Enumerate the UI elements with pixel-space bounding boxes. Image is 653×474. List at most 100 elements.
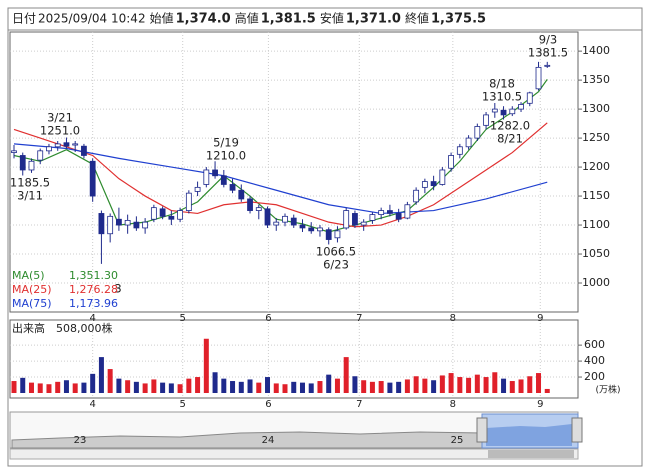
x-tick-label: 6: [265, 313, 271, 324]
volume-bar: [282, 384, 288, 393]
x-tick-label: 4: [89, 399, 95, 410]
volume-bar: [334, 378, 340, 393]
candle-body: [334, 230, 341, 239]
volume-bar: [317, 381, 323, 393]
y-tick-label: 1350: [582, 73, 610, 86]
volume-bar: [544, 388, 550, 393]
candle-body: [413, 189, 420, 203]
volume-bar: [492, 372, 498, 393]
y-tick-label: 1400: [582, 44, 610, 57]
scrollbar[interactable]: [9, 448, 579, 460]
volume-bar: [186, 378, 192, 393]
volume-bar: [203, 338, 209, 393]
annotation: 1381.5: [528, 46, 568, 60]
volume-bar: [273, 383, 279, 393]
legend-label: MA(75): [12, 297, 52, 310]
volume-bar: [518, 379, 524, 393]
candle-body: [63, 142, 70, 147]
volume-unit: (万株): [595, 384, 620, 396]
candle-body: [194, 186, 201, 192]
volume-bar: [72, 383, 78, 393]
header-value: 1,371.0: [346, 12, 401, 27]
header-label: 終値: [405, 11, 429, 26]
y-tick-label: 1150: [582, 189, 610, 202]
volume-title: 出来高 508,000株: [12, 321, 113, 335]
volume-bar: [265, 377, 271, 393]
candle-body: [46, 146, 52, 152]
annotation: 8/18: [489, 77, 515, 91]
volume-bar: [527, 376, 533, 393]
candle-body: [430, 181, 437, 187]
annotation: 3/21: [47, 111, 73, 125]
candle-body: [290, 217, 297, 226]
legend-label: MA(5): [12, 269, 45, 282]
annotation: 1066.5: [316, 245, 356, 259]
candle-body: [159, 208, 166, 217]
candle-body: [395, 213, 402, 220]
volume-bar: [116, 378, 122, 393]
x-tick-label: 7: [356, 313, 362, 324]
candle-body: [255, 207, 262, 211]
legend-value: 1,276.28: [69, 283, 118, 296]
volume-bar: [422, 378, 428, 393]
ma-line: [13, 122, 548, 228]
y-tick-label: 600: [584, 338, 605, 351]
x-tick-label: 5: [180, 399, 186, 410]
y-tick-label: 200: [584, 370, 605, 383]
y-tick-label: 1250: [582, 131, 610, 144]
candle-body: [98, 213, 105, 235]
candle-body: [439, 169, 446, 185]
candle-body: [474, 126, 481, 139]
candle-body: [491, 108, 498, 113]
y-tick-label: 1100: [582, 218, 610, 231]
candle-body: [465, 137, 472, 148]
header-value: 1,381.5: [261, 12, 316, 27]
candle-body: [72, 143, 79, 146]
volume-bar: [168, 383, 174, 393]
candle-body: [299, 224, 306, 229]
volume-bar: [90, 373, 96, 393]
candle-body: [28, 160, 35, 171]
navigator-area: [11, 431, 483, 449]
candle-body: [37, 150, 44, 161]
candle-body: [378, 210, 385, 216]
volume-bar: [448, 373, 454, 393]
volume-bar: [238, 381, 244, 393]
candle-body: [448, 155, 454, 169]
volume-bar: [46, 384, 52, 393]
volume-bar: [378, 381, 384, 393]
candle-body: [264, 208, 271, 226]
x-tick-label: 7: [356, 399, 362, 410]
navigator-handle[interactable]: [476, 417, 488, 443]
candle-body: [369, 214, 376, 221]
candle-body: [456, 146, 463, 155]
scrollbar-thumb[interactable]: [488, 450, 574, 458]
volume-bar: [63, 380, 69, 393]
candle-body: [308, 227, 315, 232]
candle-body: [343, 210, 350, 229]
candle-body: [518, 104, 524, 110]
volume-bar: [466, 377, 472, 393]
volume-bar: [28, 382, 34, 393]
y-tick-label: 1050: [582, 247, 610, 260]
volume-bar: [439, 375, 445, 393]
volume-bar: [37, 383, 43, 393]
annotation: 3/11: [17, 189, 43, 203]
candle-body: [317, 227, 323, 232]
volume-bar: [20, 377, 26, 393]
volume-bar: [457, 377, 463, 393]
volume-bar: [98, 357, 104, 393]
volume-bar: [352, 376, 358, 393]
x-tick-label: 8: [450, 399, 456, 410]
x-tick-label: 9: [537, 313, 543, 324]
volume-bar: [536, 373, 542, 393]
annotation: 3: [114, 282, 121, 296]
header-label: 日付: [12, 12, 36, 26]
volume-bar: [221, 378, 227, 393]
volume-bar: [308, 383, 314, 393]
navigator-handle[interactable]: [571, 417, 583, 443]
volume-bar: [11, 381, 17, 393]
volume-bar: [404, 379, 410, 393]
candle-body: [526, 92, 533, 104]
candle-body: [404, 204, 411, 219]
